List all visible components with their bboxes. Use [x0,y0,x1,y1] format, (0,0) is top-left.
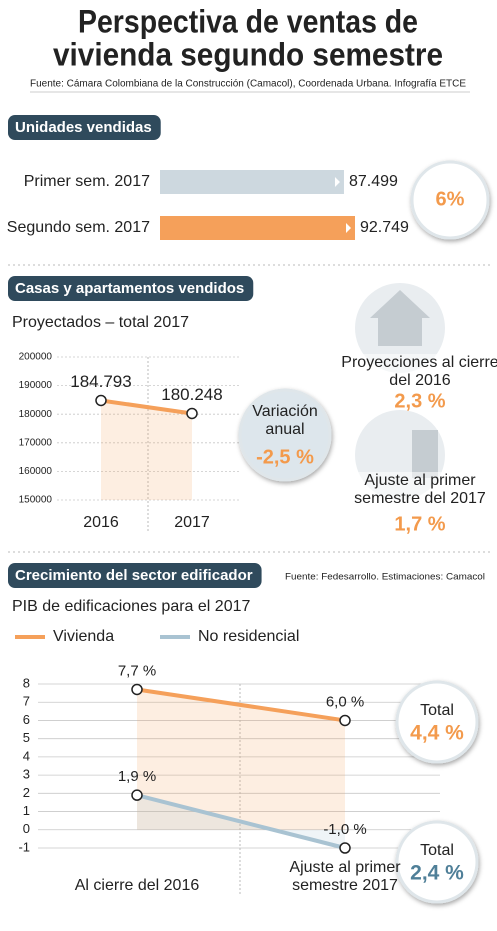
category-label: Segundo sem. 2017 [7,219,150,236]
annotation-label: Variación anual [252,403,318,438]
subtitle: Proyectados – total 2017 [12,314,189,331]
section-header-bg [8,563,262,588]
value-label: 180.248 [161,385,222,404]
x-tick-label: 2016 [83,514,119,531]
value-label: 7,7 % [118,662,156,679]
area [101,400,192,500]
total-label: Total [420,842,454,859]
y-tick-label: 190000 [19,380,53,391]
y-tick-label: 170000 [19,437,53,448]
point [339,842,351,854]
y-tick-label: -1 [18,839,30,854]
section-header: Unidades vendidas [15,119,152,136]
value-label: 1,9 % [118,768,156,785]
badge [238,388,332,482]
value-label: 87.499 [349,173,398,190]
annotation-value: -2,5 % [256,446,314,468]
point [339,714,351,727]
line [100,398,193,416]
y-tick-label: 8 [23,675,30,690]
badge [395,820,479,904]
section-header-bg [8,276,254,301]
y-tick-label: 1 [23,803,30,818]
point [131,789,143,801]
area [137,689,345,830]
category-label: Primer sem. 2017 [24,173,150,190]
building-icon [412,430,438,478]
side-note-label: Proyecciones al cierre del 2016 [340,354,497,390]
side-note-value: 1,7 % [394,513,445,535]
source: Fuente: Cámara Colombiana de la Construc… [30,79,466,90]
bar-arrow [334,177,340,187]
x-tick-label: Al cierre del 2016 [74,877,200,894]
y-tick-label: 200000 [19,352,53,363]
section-header-bg [8,115,161,140]
badge [410,160,490,240]
y-tick-label: 0 [23,821,30,836]
y-tick-label: 150000 [19,495,53,506]
bar-arrow [346,223,351,233]
point [131,683,143,696]
side-note-value: 2,3 % [394,390,445,412]
legend-label: No residencial [198,628,299,645]
value-label: 6,0 % [326,693,364,710]
value-label: -1,0 % [323,821,366,838]
bar [160,170,344,194]
x-tick-label: Ajuste al primer semestre 2017 [289,859,401,894]
title-line: Perspectiva de ventas de [78,3,418,39]
total-value: 2,4 % [410,862,464,885]
source: Fuente: Fedesarrollo. Estimaciones: Cama… [285,572,485,583]
side-note-label: Ajuste al primer semestre del 2017 [340,472,497,508]
value-label: 184.793 [70,372,131,391]
badge-value: 6% [436,188,465,210]
y-tick-label: 160000 [19,466,53,477]
point [95,394,107,407]
point [186,407,198,420]
house-icon [370,290,430,346]
x-tick-label: 2017 [174,514,210,531]
y-tick-label: 5 [23,730,30,745]
y-tick-label: 3 [23,767,30,782]
y-tick-label: 2 [23,785,30,800]
bar [160,216,355,240]
value-label: 92.749 [360,219,409,236]
section-header: Casas y apartamentos vendidos [15,280,244,297]
y-tick-label: 6 [23,712,30,727]
title-line: vivienda segundo semestre [53,36,443,72]
subtitle: PIB de edificaciones para el 2017 [12,598,250,615]
total-value: 4,4 % [410,722,464,745]
legend-label: Vivienda [53,628,114,645]
y-tick-label: 7 [23,694,30,709]
y-tick-label: 4 [23,748,30,763]
badge [395,680,479,764]
line [136,687,346,723]
y-tick-label: 180000 [19,409,53,420]
total-label: Total [420,702,454,719]
line [136,793,346,850]
section-header: Crecimiento del sector edificador [15,567,253,584]
